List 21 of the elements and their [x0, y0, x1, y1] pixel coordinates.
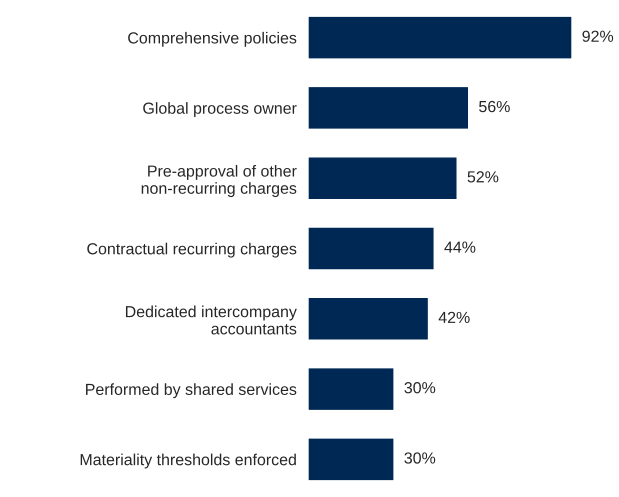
bar	[308, 226, 435, 271]
bar	[308, 86, 470, 130]
data-label: 92%	[582, 30, 614, 42]
y-tick-label: Comprehensive policies	[128, 32, 296, 47]
bar	[308, 15, 572, 60]
y-tick-label: Materiality thresholds enforced	[80, 454, 296, 468]
data-label: 30%	[404, 382, 436, 394]
bar	[308, 156, 458, 200]
y-tick-label: Performed by shared services	[86, 383, 296, 398]
data-label: 30%	[404, 452, 436, 464]
data-label: 52%	[468, 171, 498, 182]
bar	[308, 437, 395, 482]
data-label: 42%	[438, 312, 470, 324]
bar	[308, 366, 395, 412]
y-tick-label: Global process owner	[143, 102, 297, 118]
bar	[308, 296, 430, 341]
data-label: 44%	[444, 242, 476, 253]
y-tick-label: Dedicated intercompany accountants	[126, 306, 297, 334]
y-tick-label: Pre-approval of other non-recurring charges	[142, 164, 297, 198]
y-tick-label: Contractual recurring charges	[87, 242, 296, 258]
data-label: 56%	[479, 100, 510, 112]
